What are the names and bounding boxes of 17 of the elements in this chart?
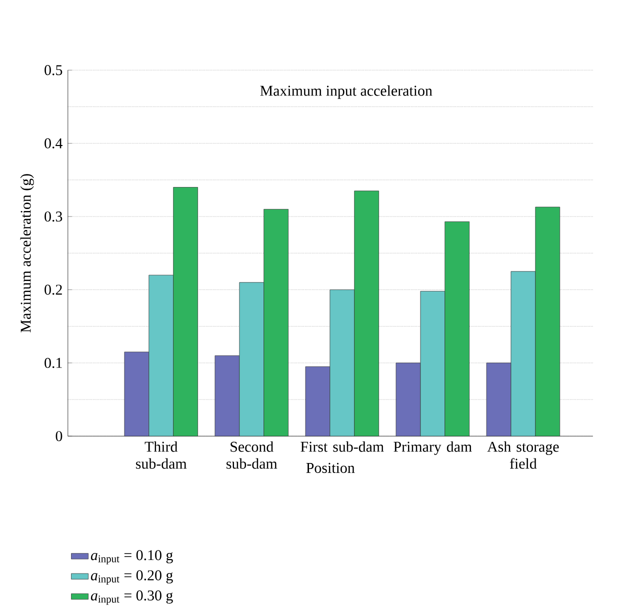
y-axis-title: Maximum acceleration (g)	[20, 174, 34, 333]
x-tick-label: Ash storage field	[487, 442, 559, 469]
x-tick-label: Second sub-dam	[226, 442, 278, 469]
y-tick-label: 0.1	[44, 358, 62, 368]
y-tick-label: 0	[56, 431, 62, 442]
legend-label: a$_{input}$ = 0.20 g	[90, 570, 173, 585]
x-tick-label: First sub-dam	[300, 442, 384, 452]
y-tick-label: 0.4	[44, 138, 62, 149]
y-tick-label: 0.3	[44, 212, 62, 222]
y-tick-label: 0.5	[44, 65, 62, 76]
legend-label: a$_{input}$ = 0.10 g	[90, 550, 173, 565]
x-tick-label: Third sub-dam	[136, 442, 187, 469]
x-axis-title: Position	[306, 463, 355, 474]
annotation: Maximum input acceleration	[260, 86, 432, 100]
y-tick-label: 0.2	[44, 284, 62, 296]
x-tick-label: Primary dam	[394, 442, 472, 456]
legend-label: a$_{input}$ = 0.30 g	[90, 590, 173, 605]
